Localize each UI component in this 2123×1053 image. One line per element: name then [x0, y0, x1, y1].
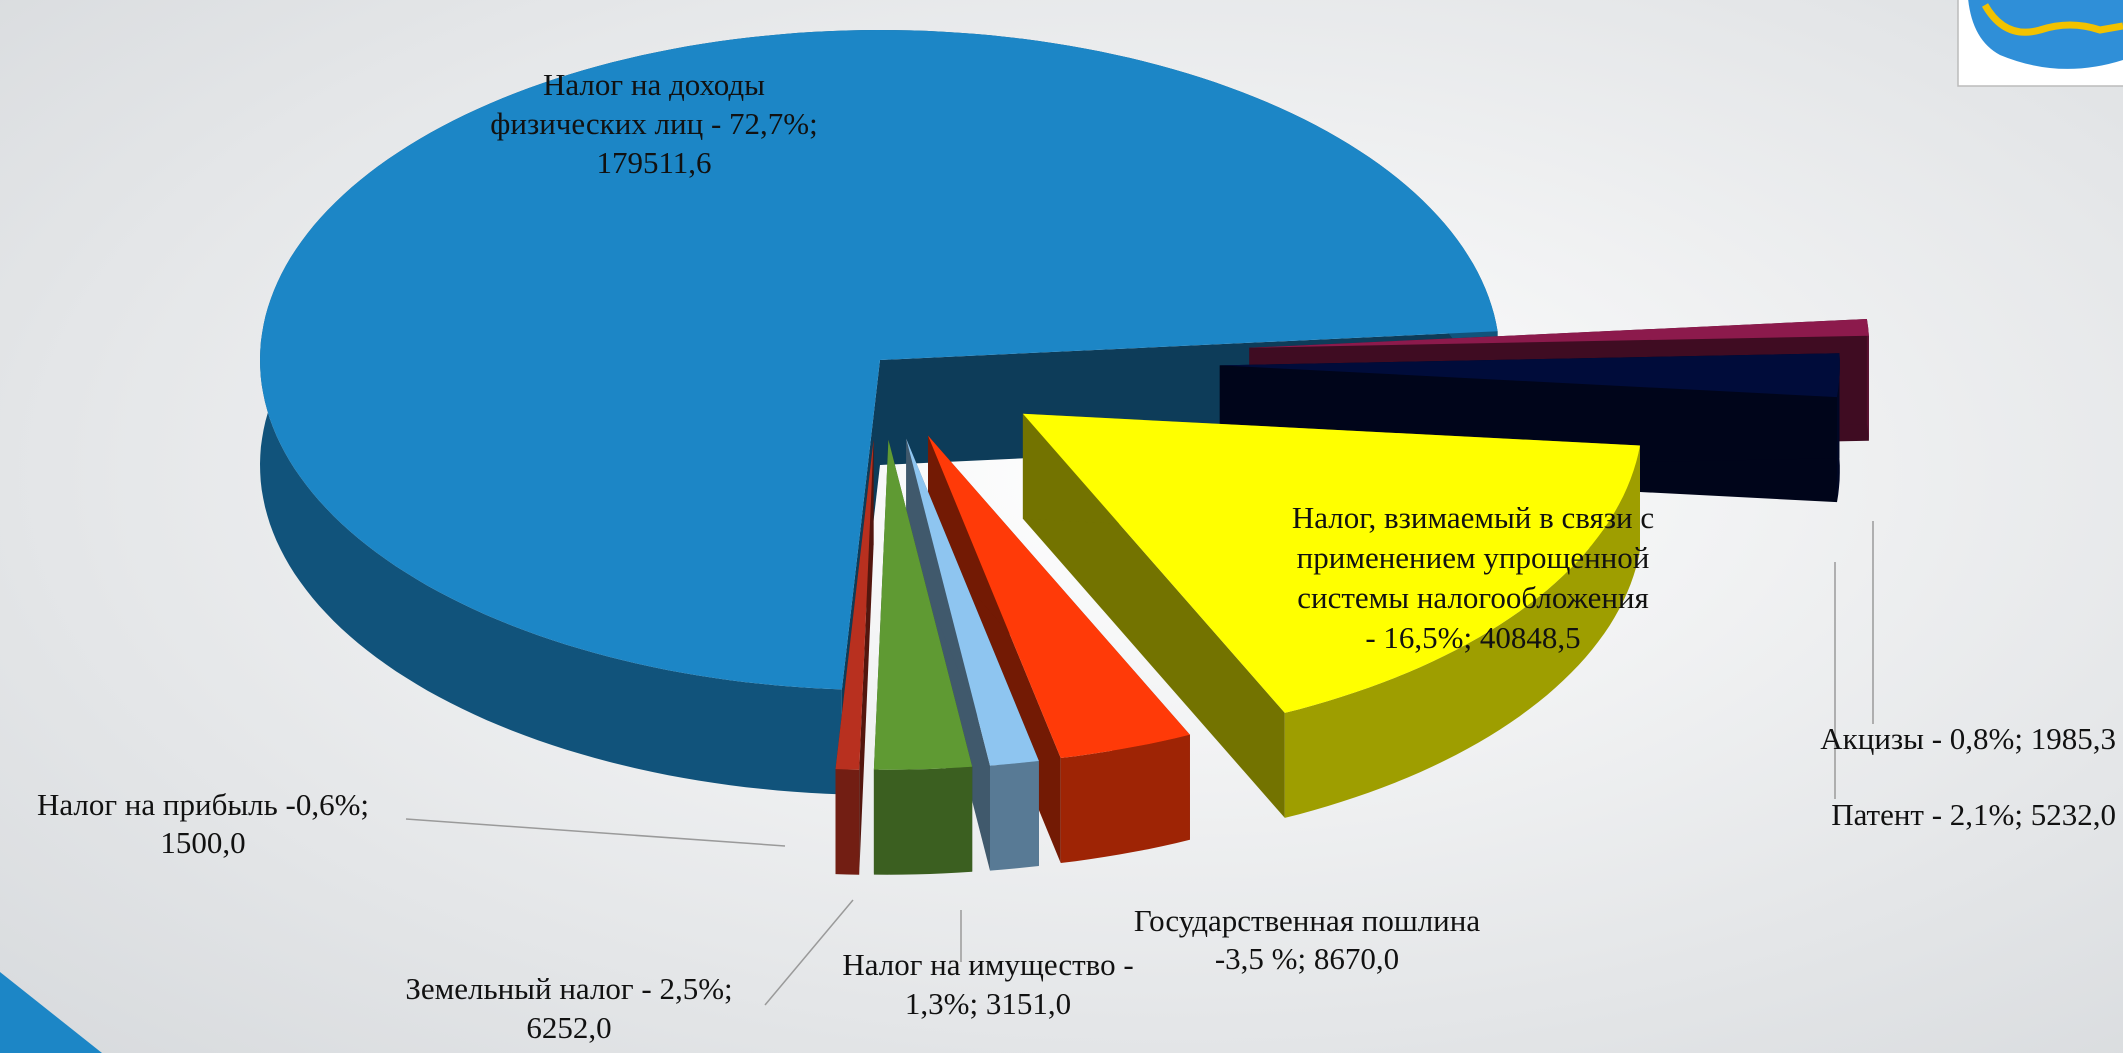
corner-decoration: [0, 972, 102, 1053]
slice-side: [859, 439, 874, 875]
slice-wall: [1866, 319, 1869, 441]
data-label: Патент - 2,1%; 5232,0: [1831, 797, 2116, 832]
data-label-line: 1500,0: [160, 825, 245, 860]
data-label: Государственная пошлина -3,5 %; 8670,0: [1134, 903, 1480, 976]
labels: Налог на доходы физических лиц - 72,7%; 17…: [37, 67, 2116, 1045]
data-label-line: Акцизы - 0,8%; 1985,3: [1820, 721, 2116, 756]
logo-emblem: [1981, 3, 2123, 36]
slice-top: [260, 30, 1498, 690]
data-label-line: Патент - 2,1%; 5232,0: [1831, 797, 2116, 832]
slice-top: [1249, 319, 1869, 348]
data-label: Налог на имущество - 1,3%; 3151,0: [842, 947, 1133, 1021]
slice-wall: [990, 761, 1039, 871]
slice-top: [835, 439, 874, 770]
data-label-line: 179511,6: [596, 145, 711, 180]
slice-wall: [1284, 445, 1640, 818]
leader-line: [405, 818, 786, 847]
data-label-line: - 16,5%; 40848,5: [1365, 620, 1580, 655]
slice-top: [1022, 413, 1640, 713]
data-label-line: системы налогообложения: [1297, 580, 1649, 615]
data-label-line: применением упрощенной: [1297, 540, 1650, 575]
pie: [260, 30, 1869, 875]
data-label-line: 6252,0: [526, 1010, 611, 1045]
data-label-line: Налог на имущество -: [842, 947, 1133, 982]
data-label-line: Налог на прибыль -0,6%;: [37, 787, 369, 822]
data-label-line: 1,3%; 3151,0: [905, 986, 1071, 1021]
pie-slice: [835, 439, 874, 875]
data-label-line: Налог, взимаемый в связи с: [1292, 500, 1654, 535]
data-label: Акцизы - 0,8%; 1985,3: [1820, 721, 2116, 756]
slice-top: [928, 435, 1190, 758]
leader-line: [764, 899, 854, 1006]
slice-top: [873, 439, 973, 770]
slice-wall: [873, 766, 973, 875]
pie-slice: [1022, 413, 1640, 818]
data-label: Налог на доходы физических лиц - 72,7%; 17…: [490, 67, 817, 180]
data-label: Земельный налог - 2,5%; 6252,0: [405, 971, 732, 1045]
data-label-line: Земельный налог - 2,5%;: [405, 971, 732, 1006]
slice-wall: [1060, 734, 1190, 863]
data-label: Налог, взимаемый в связи с применением уп…: [1292, 500, 1654, 655]
slice-top: [906, 438, 1039, 766]
slice-wall: [835, 769, 860, 875]
data-label-line: Государственная пошлина: [1134, 903, 1480, 938]
slice-wall: [1837, 353, 1840, 503]
data-label: Налог на прибыль -0,6%; 1500,0: [37, 787, 369, 860]
data-label-line: Налог на доходы: [543, 67, 765, 102]
data-label-line: -3,5 %; 8670,0: [1215, 941, 1399, 976]
logo-shield: [1968, 0, 2123, 69]
data-label-line: физических лиц - 72,7%;: [490, 106, 817, 141]
pie-slice: [906, 438, 1039, 871]
logo: [1957, 0, 2123, 87]
pie-slice: [873, 439, 973, 875]
slice-top: [1219, 353, 1840, 398]
